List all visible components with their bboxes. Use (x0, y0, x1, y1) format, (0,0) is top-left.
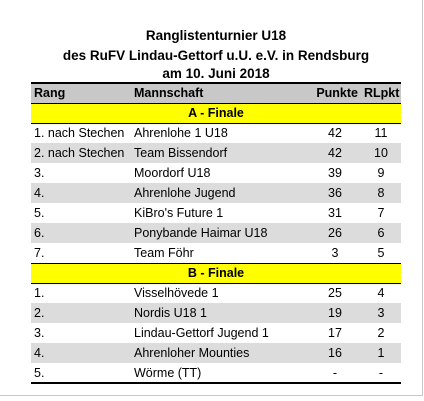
section-header-row: A - Finale (31, 102, 401, 124)
table-row: 2. Nordis U18 1 19 3 (31, 303, 401, 323)
team-cell: Team Föhr (131, 243, 309, 263)
rank-cell: 7. (31, 243, 131, 263)
points-cell: 26 (309, 223, 361, 243)
table-body: A - Finale 1. nach Stechen Ahrenlohe 1 U18… (31, 102, 401, 384)
team-cell: Ahrenloher Mounties (131, 343, 309, 363)
table-row: 4. Ahrenloher Mounties 16 1 (31, 343, 401, 363)
table-row: 4. Ahrenlohe Jugend 36 8 (31, 183, 401, 203)
points-cell: 17 (309, 323, 361, 343)
points-cell: 3 (309, 243, 361, 263)
section-label: A - Finale (31, 102, 401, 124)
rank-cell: 5. (31, 363, 131, 384)
title-line-3: am 10. Juni 2018 (162, 66, 270, 81)
points-cell: 42 (309, 143, 361, 163)
rank-cell: 2. (31, 303, 131, 323)
rank-cell: 1. (31, 283, 131, 303)
section-header-row: B - Finale (31, 262, 401, 284)
title-line-1: Ranglistenturnier U18 (145, 28, 287, 43)
table-header-row: Rang Mannschaft Punkte RLpkt (31, 82, 401, 104)
section-label: B - Finale (31, 262, 401, 284)
rlpkt-cell: 5 (361, 243, 401, 263)
rlpkt-cell: - (361, 363, 401, 384)
points-cell: 19 (309, 303, 361, 323)
rlpkt-cell: 2 (361, 323, 401, 343)
rank-cell: 5. (31, 203, 131, 223)
table-row: 1. Visselhövede 1 25 4 (31, 283, 401, 303)
points-cell: 36 (309, 183, 361, 203)
table-row: 5. KiBro's Future 1 31 7 (31, 203, 401, 223)
rank-cell: 6. (31, 223, 131, 243)
points-cell: 31 (309, 203, 361, 223)
team-cell: Wörme (TT) (131, 363, 309, 384)
rlpkt-cell: 6 (361, 223, 401, 243)
team-cell: Visselhövede 1 (131, 283, 309, 303)
team-cell: Nordis U18 1 (131, 303, 309, 323)
ranking-table: Rang Mannschaft Punkte RLpkt A - Finale 1… (31, 82, 401, 384)
table-row: 3. Moordorf U18 39 9 (31, 163, 401, 183)
title-line-2: des RuFV Lindau-Gettorf u.U. e.V. in Ren… (62, 48, 370, 63)
table-row: 7. Team Föhr 3 5 (31, 243, 401, 263)
header-team: Mannschaft (131, 82, 309, 104)
points-cell: 39 (309, 163, 361, 183)
points-cell: 42 (309, 123, 361, 143)
team-cell: Ahrenlohe 1 U18 (131, 123, 309, 143)
team-cell: Ponybande Haimar U18 (131, 223, 309, 243)
table-row: 1. nach Stechen Ahrenlohe 1 U18 42 11 (31, 123, 401, 143)
points-cell: - (309, 363, 361, 384)
table-row: 5. Wörme (TT) - - (31, 363, 401, 384)
table-row: 2. nach Stechen Team Bissendorf 42 10 (31, 143, 401, 163)
header-points: Punkte (309, 82, 361, 104)
rlpkt-cell: 8 (361, 183, 401, 203)
rank-cell: 4. (31, 183, 131, 203)
team-cell: Team Bissendorf (131, 143, 309, 163)
points-cell: 25 (309, 283, 361, 303)
rank-cell: 2. nach Stechen (31, 143, 131, 163)
rlpkt-cell: 9 (361, 163, 401, 183)
rank-cell: 3. (31, 323, 131, 343)
team-cell: Moordorf U18 (131, 163, 309, 183)
rlpkt-cell: 1 (361, 343, 401, 363)
rlpkt-cell: 11 (361, 123, 401, 143)
header-rlpkt: RLpkt (361, 82, 401, 104)
rank-cell: 3. (31, 163, 131, 183)
rlpkt-cell: 7 (361, 203, 401, 223)
team-cell: Ahrenlohe Jugend (131, 183, 309, 203)
table-row: 3. Lindau-Gettorf Jugend 1 17 2 (31, 323, 401, 343)
header-rank: Rang (31, 82, 131, 104)
rank-cell: 1. nach Stechen (31, 123, 131, 143)
points-cell: 16 (309, 343, 361, 363)
rlpkt-cell: 4 (361, 283, 401, 303)
table-row: 6. Ponybande Haimar U18 26 6 (31, 223, 401, 243)
team-cell: KiBro's Future 1 (131, 203, 309, 223)
rank-cell: 4. (31, 343, 131, 363)
rlpkt-cell: 3 (361, 303, 401, 323)
rlpkt-cell: 10 (361, 143, 401, 163)
team-cell: Lindau-Gettorf Jugend 1 (131, 323, 309, 343)
